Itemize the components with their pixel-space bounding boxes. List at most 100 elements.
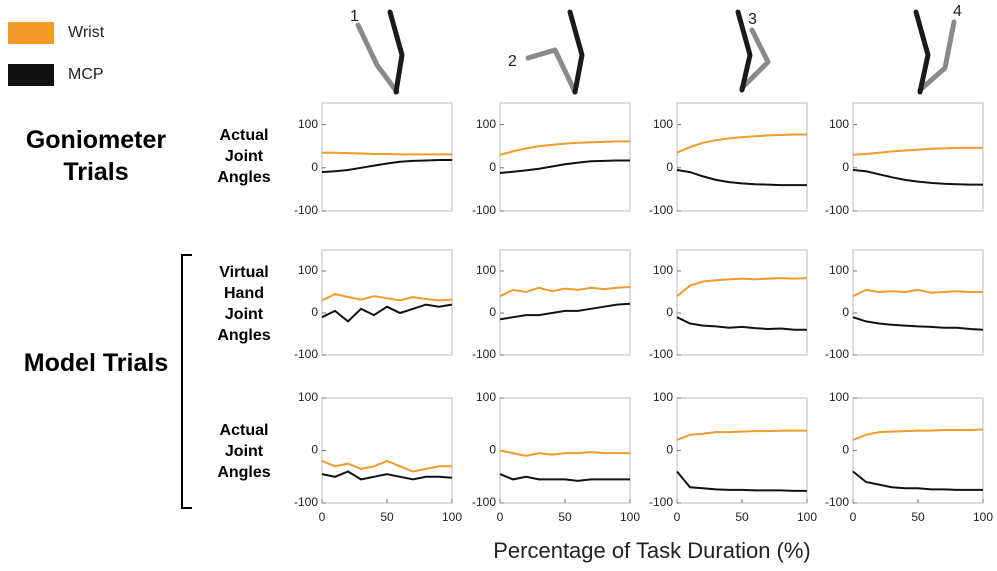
y-tick-label: 0 xyxy=(842,443,849,457)
row-label: Actual Joint Angles xyxy=(217,127,271,186)
series-line xyxy=(676,316,807,331)
series-line xyxy=(321,470,453,481)
legend-swatch xyxy=(8,22,54,44)
x-tick-label: 0 xyxy=(497,510,504,524)
posture-icons xyxy=(355,9,957,95)
y-tick-label: -100 xyxy=(294,495,318,509)
series-line xyxy=(321,303,453,323)
finger-icon xyxy=(355,22,400,95)
series-line xyxy=(321,459,452,473)
posture-number: 3 xyxy=(748,11,757,28)
series-line xyxy=(852,288,983,298)
x-tick-label: 50 xyxy=(735,510,749,524)
row-label: Actual Joint Angles xyxy=(217,422,271,481)
x-tick-label: 100 xyxy=(973,510,993,524)
series-line xyxy=(321,159,452,174)
y-tick-label: -100 xyxy=(649,203,673,217)
series-line xyxy=(499,302,631,321)
plot-box xyxy=(499,397,631,504)
series-line xyxy=(676,133,807,154)
hand-icon xyxy=(735,9,753,93)
legend-label: MCP xyxy=(68,66,104,83)
series-line xyxy=(676,169,807,187)
x-tick-label: 50 xyxy=(380,510,394,524)
series-line xyxy=(321,293,453,302)
x-tick-label: 50 xyxy=(911,510,925,524)
y-tick-label: -100 xyxy=(649,347,673,361)
y-tick-label: -100 xyxy=(825,203,849,217)
y-tick-label: 0 xyxy=(489,305,496,319)
series-line xyxy=(676,429,807,441)
x-tick-label: 0 xyxy=(674,510,681,524)
y-tick-label: 0 xyxy=(666,160,673,174)
plot-box xyxy=(852,102,984,212)
hand-icon xyxy=(387,9,405,95)
series-line xyxy=(852,316,984,331)
y-tick-label: 100 xyxy=(653,390,673,404)
series-line xyxy=(676,470,807,492)
plot-box xyxy=(852,249,984,356)
y-tick-label: 100 xyxy=(476,390,496,404)
series-line xyxy=(322,151,452,156)
y-tick-label: 0 xyxy=(842,160,849,174)
plot-box xyxy=(321,249,453,356)
plot-box xyxy=(321,102,453,212)
x-tick-label: 100 xyxy=(620,510,640,524)
series-line xyxy=(499,159,630,174)
y-tick-label: 0 xyxy=(666,443,673,457)
y-tick-label: -100 xyxy=(472,203,496,217)
x-tick-label: 50 xyxy=(558,510,572,524)
y-tick-label: -100 xyxy=(472,495,496,509)
y-tick-label: 100 xyxy=(829,390,849,404)
series-line xyxy=(852,169,983,186)
plot-box xyxy=(676,249,808,356)
plot-box xyxy=(676,397,808,504)
y-tick-label: 0 xyxy=(489,160,496,174)
y-tick-label: 100 xyxy=(298,390,318,404)
y-tick-label: 0 xyxy=(311,160,318,174)
series-line xyxy=(499,286,631,298)
y-tick-label: -100 xyxy=(294,347,318,361)
y-tick-label: 100 xyxy=(653,263,673,277)
y-tick-label: 0 xyxy=(842,305,849,319)
group-label: Goniometer Trials xyxy=(25,126,167,186)
y-tick-label: -100 xyxy=(649,495,673,509)
legend-swatch xyxy=(8,64,54,86)
series-line xyxy=(852,470,983,491)
y-tick-label: 0 xyxy=(489,443,496,457)
bracket xyxy=(181,254,192,509)
plot-box xyxy=(499,102,631,212)
series-line xyxy=(499,140,630,156)
x-tick-label: 0 xyxy=(319,510,326,524)
x-tick-label: 100 xyxy=(797,510,817,524)
group-label: Model Trials xyxy=(23,349,169,377)
series-line xyxy=(852,146,983,156)
y-tick-label: -100 xyxy=(472,347,496,361)
posture-number: 1 xyxy=(350,8,359,25)
plot-box xyxy=(676,102,808,212)
finger-icon xyxy=(525,47,578,95)
posture-number: 2 xyxy=(508,53,517,70)
y-tick-label: 100 xyxy=(829,117,849,131)
y-tick-label: -100 xyxy=(294,203,318,217)
y-tick-label: 100 xyxy=(653,117,673,131)
y-tick-label: 100 xyxy=(476,117,496,131)
posture-number: 4 xyxy=(953,3,962,20)
plot-box xyxy=(321,397,453,504)
y-tick-label: 100 xyxy=(476,263,496,277)
y-tick-label: 100 xyxy=(829,263,849,277)
series-line xyxy=(676,277,808,297)
series-line xyxy=(852,428,984,441)
y-tick-label: 0 xyxy=(311,305,318,319)
series-line xyxy=(499,473,630,482)
y-tick-label: -100 xyxy=(825,495,849,509)
y-tick-label: 0 xyxy=(666,305,673,319)
legend-label: Wrist xyxy=(68,24,105,41)
y-tick-label: 100 xyxy=(298,263,318,277)
hand-icon xyxy=(567,9,585,95)
plot-box xyxy=(852,397,984,504)
hand-icon xyxy=(913,9,931,95)
y-tick-label: 0 xyxy=(311,443,318,457)
